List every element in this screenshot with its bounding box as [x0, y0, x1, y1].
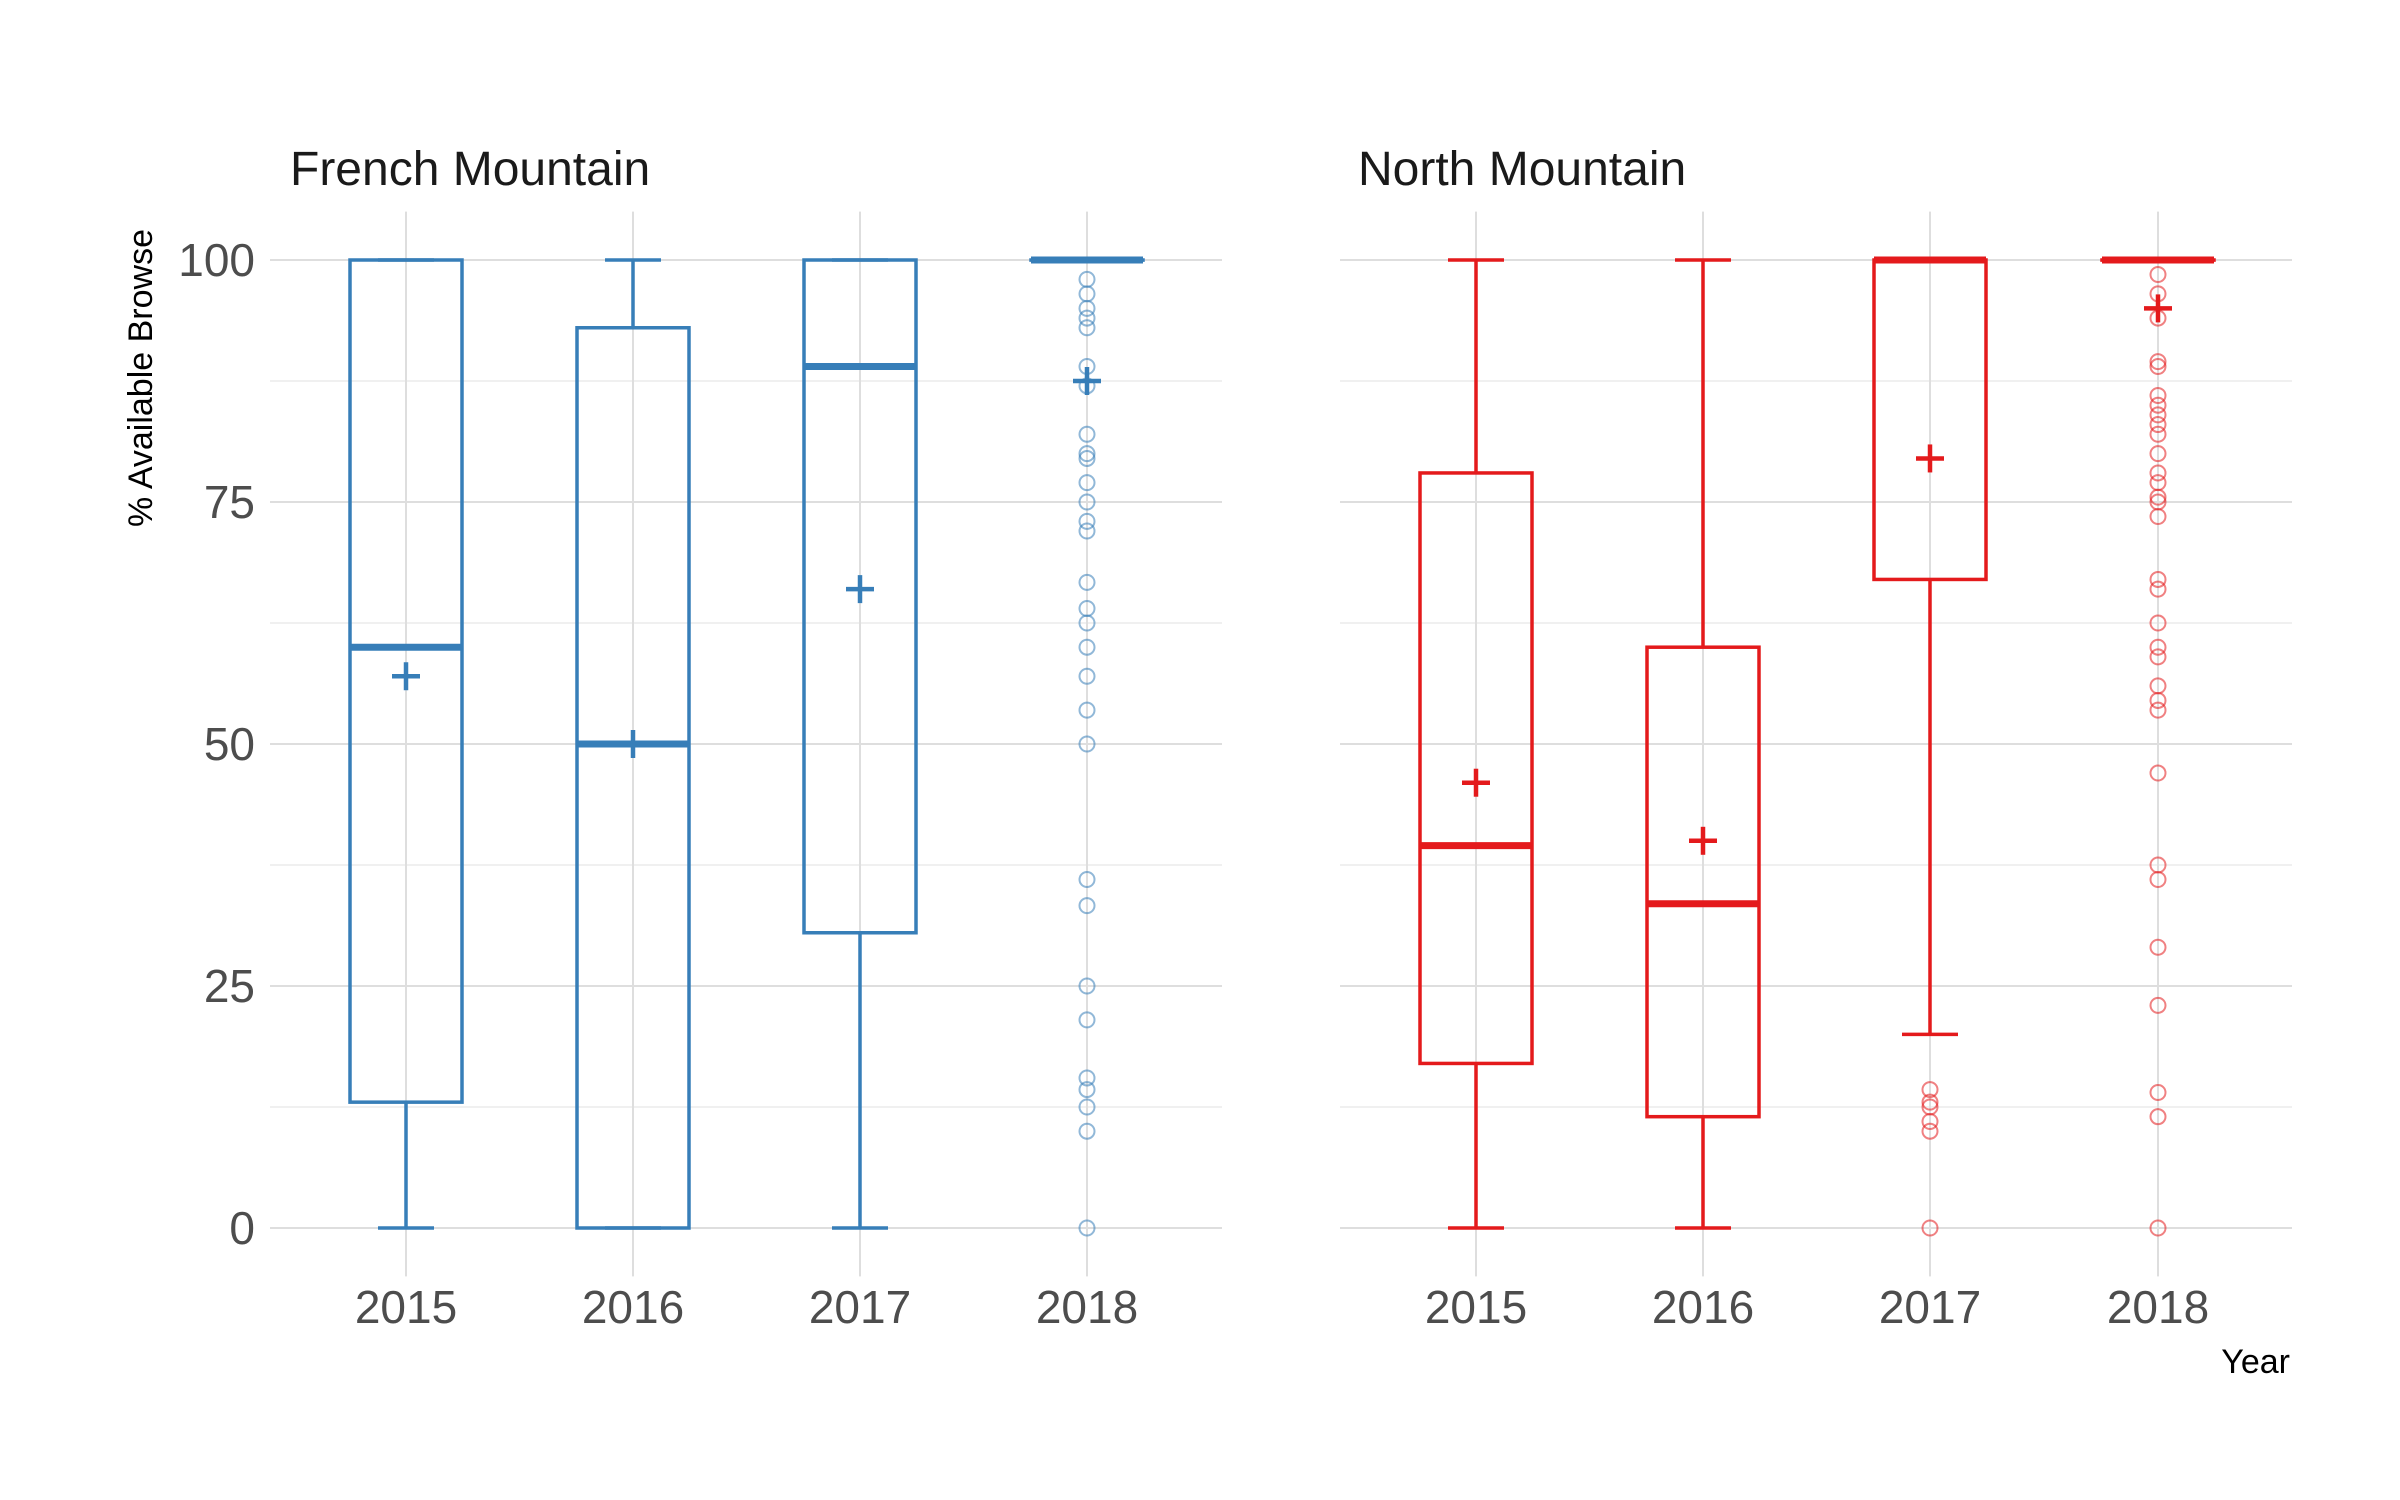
outlier-point	[1078, 512, 1096, 530]
outlier-point	[2149, 416, 2167, 434]
outlier-point	[1078, 493, 1096, 511]
outlier-point	[2149, 396, 2167, 414]
outlier-point	[2149, 1083, 2167, 1101]
outlier-point	[2149, 996, 2167, 1014]
outlier-point	[1078, 735, 1096, 753]
panel-title: North Mountain	[1358, 143, 1686, 196]
outlier-point	[1078, 474, 1096, 492]
outlier-point	[1078, 638, 1096, 656]
x-tick-label: 2017	[809, 1281, 911, 1333]
outlier-point	[1078, 871, 1096, 889]
box-body	[1418, 471, 1534, 1066]
outlier-point	[2149, 1219, 2167, 1237]
outlier-point	[2149, 701, 2167, 719]
outlier-point	[2149, 580, 2167, 598]
outlier-point	[1078, 299, 1096, 317]
outlier-point	[1078, 425, 1096, 443]
outlier-point	[2149, 357, 2167, 375]
outlier-point	[2149, 387, 2167, 405]
outlier-point	[1078, 614, 1096, 632]
outlier-point	[1078, 1081, 1096, 1099]
outlier-point	[1921, 1122, 1939, 1140]
box-2018	[2100, 256, 2216, 1237]
outlier-point	[2149, 353, 2167, 371]
outlier-point	[1921, 1219, 1939, 1237]
outlier-point	[2149, 445, 2167, 463]
x-axis-title: Year	[2221, 1343, 2290, 1381]
box-2017	[802, 258, 918, 1230]
x-tick-label: 2015	[355, 1281, 457, 1333]
outlier-point	[2149, 691, 2167, 709]
box-2016	[575, 258, 691, 1230]
y-tick-label: 75	[204, 476, 255, 528]
y-tick-label: 100	[178, 234, 255, 286]
x-axis-ticks: 2015 2016 2017 2018	[355, 1281, 1138, 1333]
x-tick-label: 2018	[1036, 1281, 1138, 1333]
outlier-point	[2149, 764, 2167, 782]
box-2015	[1418, 258, 1534, 1230]
panel-french-mountain: French Mountain % Available Browse 0 25 50…	[122, 143, 1222, 1333]
y-tick-label: 25	[204, 960, 255, 1012]
x-tick-label: 2016	[1652, 1281, 1754, 1333]
outlier-point	[1078, 319, 1096, 337]
box-series	[348, 256, 1145, 1237]
outlier-point	[2149, 648, 2167, 666]
panel-north-mountain: North Mountain 2015 2016 2017 2018 Year	[1340, 143, 2292, 1381]
box-series	[1418, 256, 2216, 1237]
outlier-point	[2149, 570, 2167, 588]
outlier-point	[2149, 508, 2167, 526]
box-body	[802, 258, 918, 935]
outlier-point	[1078, 897, 1096, 915]
y-tick-label: 0	[229, 1202, 255, 1254]
outlier-point	[1078, 701, 1096, 719]
x-tick-label: 2016	[582, 1281, 684, 1333]
outlier-point	[1078, 977, 1096, 995]
outlier-point	[1921, 1113, 1939, 1131]
gridlines	[1340, 211, 2292, 1277]
outlier-point	[1078, 445, 1096, 463]
outlier-point	[1078, 1219, 1096, 1237]
outlier-point	[1078, 309, 1096, 327]
outlier-point	[1078, 667, 1096, 685]
box-body	[1645, 645, 1761, 1119]
outlier-point	[1921, 1093, 1939, 1111]
y-axis-title: % Available Browse	[122, 229, 160, 527]
outlier-point	[2149, 1108, 2167, 1126]
outlier-point	[2149, 425, 2167, 443]
outlier-point	[1078, 1069, 1096, 1087]
outlier-point	[1078, 573, 1096, 591]
x-tick-label: 2017	[1879, 1281, 1981, 1333]
outlier-point	[1078, 1122, 1096, 1140]
outlier-point	[2149, 614, 2167, 632]
box-body	[348, 258, 464, 1104]
x-tick-label: 2018	[2107, 1281, 2209, 1333]
outlier-point	[1078, 1011, 1096, 1029]
panel-title: French Mountain	[290, 143, 650, 196]
outlier-point	[2149, 464, 2167, 482]
outlier-point	[1921, 1081, 1939, 1099]
box-2017	[1872, 256, 1988, 1237]
y-axis-ticks: 0 25 50 75 100	[178, 234, 255, 1254]
outlier-point	[2149, 488, 2167, 506]
outlier-point	[1078, 449, 1096, 467]
x-tick-label: 2015	[1425, 1281, 1527, 1333]
outlier-point	[2149, 266, 2167, 284]
box-2016	[1645, 258, 1761, 1230]
outlier-point	[2149, 406, 2167, 424]
box-2018	[1029, 256, 1145, 1237]
outlier-point	[2149, 638, 2167, 656]
outlier-point	[1078, 1098, 1096, 1116]
box-2015	[348, 258, 464, 1230]
y-tick-label: 50	[204, 718, 255, 770]
x-axis-ticks: 2015 2016 2017 2018	[1425, 1281, 2209, 1333]
outlier-point	[2149, 938, 2167, 956]
outlier-point	[1078, 522, 1096, 540]
outlier-point	[2149, 871, 2167, 889]
box-body	[575, 326, 691, 1230]
